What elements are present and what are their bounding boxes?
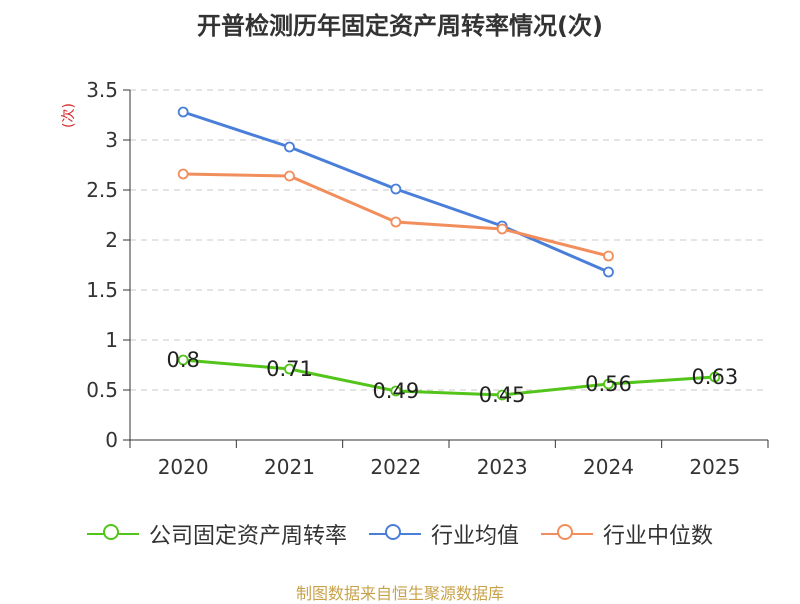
data-point bbox=[390, 385, 402, 397]
y-tick-label: 1 bbox=[105, 328, 118, 352]
y-tick-label: 3 bbox=[105, 128, 118, 152]
data-label: 0.56 bbox=[585, 372, 632, 396]
data-point bbox=[390, 183, 402, 195]
data-source: 制图数据来自恒生聚源数据库 bbox=[295, 584, 504, 603]
data-point bbox=[284, 170, 295, 182]
data-point bbox=[603, 250, 614, 262]
x-tick-label: 2020 bbox=[158, 455, 209, 479]
legend-swatch-icon bbox=[86, 522, 139, 546]
series-line bbox=[183, 358, 715, 397]
data-point bbox=[177, 168, 189, 180]
x-tick-label: 2023 bbox=[477, 455, 528, 479]
data-point bbox=[284, 363, 295, 375]
legend: 公司固定资产周转率 行业均值 行业中位数 bbox=[0, 518, 800, 550]
legend-swatch-icon bbox=[541, 522, 593, 546]
legend-label: 公司固定资产周转率 bbox=[148, 524, 347, 549]
data-label: 0.49 bbox=[372, 379, 419, 403]
legend-item-industry-median[interactable]: 行业中位数 bbox=[541, 518, 713, 550]
data-point bbox=[709, 371, 721, 383]
data-label: 0.45 bbox=[479, 383, 526, 407]
y-tick-label: 3.5 bbox=[86, 78, 118, 102]
data-label: 0.8 bbox=[166, 348, 199, 372]
y-tick-label: 1.5 bbox=[86, 278, 118, 302]
y-tick-label: 0 bbox=[105, 428, 118, 452]
data-point bbox=[177, 354, 189, 366]
data-label: 0.71 bbox=[266, 357, 313, 381]
chart-title: 开普检测历年固定资产周转率情况(次) bbox=[197, 12, 603, 40]
y-tick-label: 0.5 bbox=[86, 378, 118, 402]
legend-item-industry-mean[interactable]: 行业均值 bbox=[368, 518, 519, 550]
data-point bbox=[603, 266, 614, 278]
data-point bbox=[177, 106, 189, 118]
data-point bbox=[284, 141, 295, 153]
legend-swatch-icon bbox=[368, 522, 421, 546]
data-point bbox=[496, 389, 508, 401]
data-point bbox=[496, 223, 508, 235]
data-label: 0.63 bbox=[691, 365, 738, 389]
x-tick-label: 2021 bbox=[264, 455, 315, 479]
legend-label: 行业中位数 bbox=[603, 524, 714, 549]
x-tick-label: 2022 bbox=[370, 455, 421, 479]
y-tick-label: 2.5 bbox=[86, 178, 118, 202]
x-tick-label: 2025 bbox=[689, 455, 740, 479]
legend-label: 行业均值 bbox=[430, 524, 519, 549]
legend-item-company[interactable]: 公司固定资产周转率 bbox=[86, 518, 347, 550]
data-point bbox=[390, 216, 402, 228]
data-point bbox=[603, 378, 614, 390]
y-tick-label: 2 bbox=[105, 228, 118, 252]
x-tick-label: 2024 bbox=[583, 455, 634, 479]
